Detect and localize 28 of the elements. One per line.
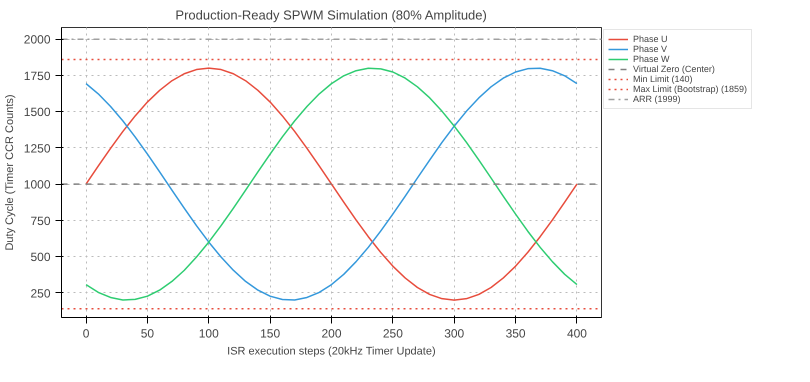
y-tick-label: 500 [30, 250, 51, 264]
y-tick-label: 1000 [24, 178, 51, 192]
x-tick-label: 250 [382, 326, 404, 340]
legend-label: Min Limit (140) [633, 74, 693, 84]
x-tick-label: 150 [260, 326, 280, 340]
y-tick-label: 1750 [24, 68, 51, 83]
x-tick-label: 0 [82, 326, 90, 340]
x-tick-label: 350 [506, 326, 526, 340]
y-tick-label: 750 [30, 214, 51, 228]
legend-label: Phase V [633, 44, 668, 54]
x-tick-label: 100 [198, 326, 220, 340]
y-tick-label: 1250 [24, 141, 51, 156]
y-axis-title: Duty Cycle (Timer CCR Counts) [4, 94, 16, 251]
chart-title: Production-Ready SPWM Simulation (80% Amplitude) [175, 8, 487, 22]
x-tick-label: 300 [444, 326, 465, 340]
y-tick-label: 2000 [24, 32, 51, 47]
legend-label: Max Limit (Bootstrap) (1859) [633, 84, 748, 94]
x-tick-label: 400 [566, 326, 588, 340]
x-tick-label: 200 [321, 326, 342, 340]
legend-label: Phase W [633, 54, 670, 64]
legend-label: Virtual Zero (Center) [633, 64, 715, 74]
legend-label: ARR (1999) [633, 94, 681, 104]
line-series [85, 67, 578, 301]
y-tick-label: 1500 [24, 105, 51, 120]
x-tick-label: 50 [140, 326, 154, 340]
legend-label: Phase U [633, 34, 668, 44]
y-tick-label: 250 [30, 286, 51, 300]
x-axis-title: ISR execution steps (20kHz Timer Update) [227, 346, 436, 358]
